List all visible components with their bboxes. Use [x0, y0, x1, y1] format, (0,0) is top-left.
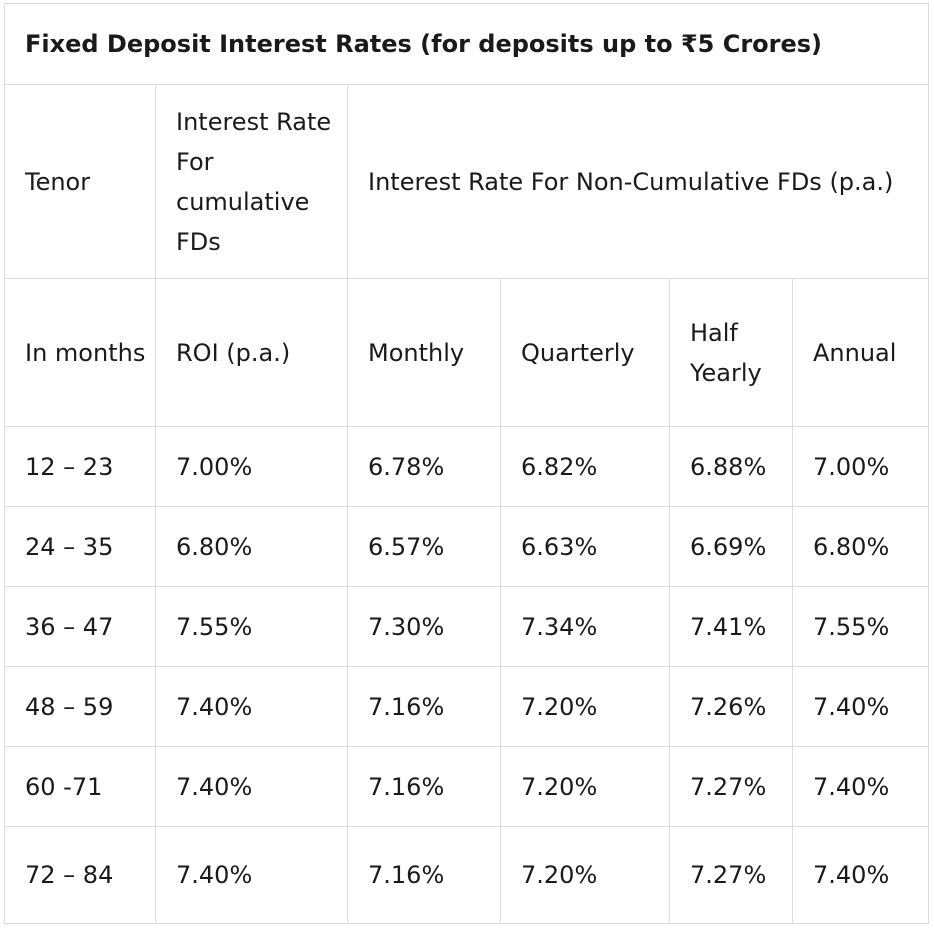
- header-roi: ROI (p.a.): [155, 278, 348, 427]
- header-annual: Annual: [791, 278, 930, 427]
- tenor-cell: 36 – 47: [4, 586, 156, 667]
- monthly-cell: 6.78%: [347, 426, 501, 507]
- monthly-cell: 7.30%: [347, 586, 501, 667]
- half-yearly-cell: 7.27%: [669, 826, 793, 924]
- table-row: 60 -71 7.40% 7.16% 7.20% 7.27% 7.40%: [4, 746, 930, 827]
- header-row: Tenor Interest Rate For cumulative FDs I…: [4, 84, 930, 279]
- table-row: 24 – 35 6.80% 6.57% 6.63% 6.69% 6.80%: [4, 506, 930, 587]
- half-yearly-cell: 7.26%: [669, 666, 793, 747]
- roi-cell: 7.40%: [155, 666, 348, 747]
- table-row: 36 – 47 7.55% 7.30% 7.34% 7.41% 7.55%: [4, 586, 930, 667]
- quarterly-cell: 7.20%: [500, 666, 670, 747]
- quarterly-cell: 7.20%: [500, 826, 670, 924]
- annual-cell: 6.80%: [791, 506, 930, 587]
- header-cumulative: Interest Rate For cumulative FDs: [155, 84, 348, 279]
- header-in-months: In months: [4, 278, 156, 427]
- quarterly-cell: 6.63%: [500, 506, 670, 587]
- roi-cell: 7.40%: [155, 826, 348, 924]
- half-yearly-cell: 6.88%: [669, 426, 793, 507]
- monthly-cell: 7.16%: [347, 826, 501, 924]
- table-row: 48 – 59 7.40% 7.16% 7.20% 7.26% 7.40%: [4, 666, 930, 747]
- monthly-cell: 7.16%: [347, 746, 501, 827]
- roi-cell: 7.40%: [155, 746, 348, 827]
- roi-cell: 7.55%: [155, 586, 348, 667]
- subheader-row: In months ROI (p.a.) Monthly Quarterly H…: [4, 278, 930, 427]
- fd-rates-table: Fixed Deposit Interest Rates (for deposi…: [3, 3, 930, 924]
- tenor-cell: 72 – 84: [4, 826, 156, 924]
- header-tenor: Tenor: [4, 84, 156, 279]
- header-non-cumulative: Interest Rate For Non-Cumulative FDs (p.…: [346, 84, 930, 279]
- table-row: 12 – 23 7.00% 6.78% 6.82% 6.88% 7.00%: [4, 426, 930, 507]
- half-yearly-cell: 7.27%: [669, 746, 793, 827]
- table-row: 72 – 84 7.40% 7.16% 7.20% 7.27% 7.40%: [4, 826, 930, 924]
- annual-cell: 7.40%: [791, 826, 930, 924]
- quarterly-cell: 7.34%: [500, 586, 670, 667]
- roi-cell: 6.80%: [155, 506, 348, 587]
- annual-cell: 7.55%: [791, 586, 930, 667]
- annual-cell: 7.00%: [791, 426, 930, 507]
- table-title: Fixed Deposit Interest Rates (for deposi…: [3, 3, 930, 85]
- header-half-yearly: Half Yearly: [669, 278, 793, 427]
- title-row: Fixed Deposit Interest Rates (for deposi…: [3, 3, 930, 85]
- roi-cell: 7.00%: [155, 426, 348, 507]
- monthly-cell: 7.16%: [347, 666, 501, 747]
- half-yearly-cell: 6.69%: [669, 506, 793, 587]
- quarterly-cell: 7.20%: [500, 746, 670, 827]
- annual-cell: 7.40%: [791, 666, 930, 747]
- header-monthly: Monthly: [347, 278, 501, 427]
- tenor-cell: 24 – 35: [4, 506, 156, 587]
- annual-cell: 7.40%: [791, 746, 930, 827]
- tenor-cell: 60 -71: [4, 746, 156, 827]
- tenor-cell: 48 – 59: [4, 666, 156, 747]
- monthly-cell: 6.57%: [347, 506, 501, 587]
- quarterly-cell: 6.82%: [500, 426, 670, 507]
- header-quarterly: Quarterly: [500, 278, 670, 427]
- tenor-cell: 12 – 23: [4, 426, 156, 507]
- half-yearly-cell: 7.41%: [669, 586, 793, 667]
